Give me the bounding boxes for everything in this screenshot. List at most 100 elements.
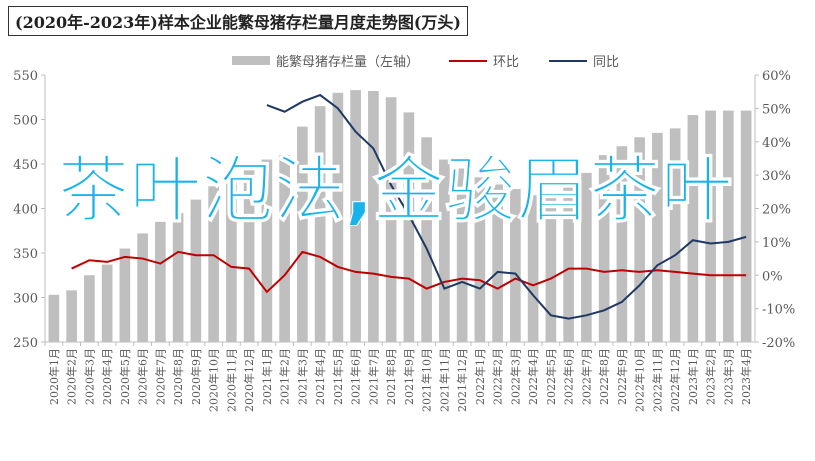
y2-tick-label: -10% bbox=[762, 303, 795, 318]
x-tick-label: 2023年3月 bbox=[721, 348, 735, 405]
y-tick-label: 400 bbox=[13, 203, 38, 218]
y-tick-label: 550 bbox=[13, 69, 38, 84]
bar bbox=[652, 132, 663, 342]
x-tick-label: 2022年9月 bbox=[615, 348, 629, 405]
bar bbox=[368, 91, 379, 343]
bar bbox=[208, 186, 219, 342]
bar bbox=[581, 172, 592, 342]
y-tick-label: 350 bbox=[13, 247, 38, 262]
y-tick-label: 500 bbox=[13, 114, 38, 129]
x-tick-label: 2022年3月 bbox=[508, 348, 522, 405]
chart-title: (2020年-2023年)样本企业能繁母猪存栏量月度走势图(万头) bbox=[8, 6, 468, 36]
x-tick-label: 2020年2月 bbox=[65, 348, 79, 405]
bar bbox=[439, 159, 450, 342]
x-tick-label: 2021年7月 bbox=[366, 348, 380, 405]
bar bbox=[350, 90, 361, 342]
bar bbox=[226, 177, 237, 342]
bar bbox=[510, 188, 521, 342]
bar bbox=[403, 112, 415, 342]
x-tick-label: 2020年6月 bbox=[136, 348, 150, 405]
bar bbox=[48, 294, 60, 342]
x-tick-label: 2021年2月 bbox=[278, 348, 292, 405]
bar bbox=[155, 221, 166, 342]
x-tick-label: 2021年8月 bbox=[384, 348, 398, 405]
y2-tick-label: 50% bbox=[762, 102, 791, 117]
y2-tick-label: -20% bbox=[762, 336, 795, 351]
y2-tick-label: 40% bbox=[762, 136, 791, 151]
bar bbox=[687, 115, 699, 342]
legend-label: 环比 bbox=[493, 55, 519, 70]
x-tick-label: 2022年11月 bbox=[650, 348, 664, 412]
bar bbox=[669, 128, 681, 342]
bar bbox=[101, 264, 113, 342]
bar bbox=[243, 170, 255, 342]
y2-tick-label: 20% bbox=[762, 203, 791, 218]
bar bbox=[527, 195, 539, 342]
bar bbox=[456, 168, 468, 342]
y2-tick-label: 60% bbox=[762, 69, 791, 84]
x-tick-label: 2021年12月 bbox=[455, 348, 469, 412]
y2-tick-label: 10% bbox=[762, 236, 791, 251]
x-tick-label: 2022年7月 bbox=[579, 348, 593, 405]
bar bbox=[137, 233, 148, 342]
y-tick-label: 250 bbox=[13, 336, 38, 351]
x-tick-label: 2021年1月 bbox=[260, 348, 274, 405]
y2-tick-label: 30% bbox=[762, 169, 791, 184]
x-tick-label: 2021年10月 bbox=[420, 348, 434, 412]
bar bbox=[421, 137, 432, 342]
x-tick-label: 2021年6月 bbox=[349, 348, 363, 405]
line bbox=[266, 93, 747, 320]
bar bbox=[492, 184, 503, 342]
x-tick-label: 2020年1月 bbox=[47, 348, 61, 405]
bar bbox=[190, 199, 202, 342]
bar bbox=[261, 159, 273, 342]
x-tick-label: 2022年10月 bbox=[633, 348, 647, 412]
bar bbox=[545, 192, 557, 342]
x-tick-label: 2022年4月 bbox=[526, 348, 540, 405]
x-tick-label: 2021年4月 bbox=[313, 348, 327, 405]
bar bbox=[385, 97, 397, 342]
bar bbox=[332, 92, 344, 342]
x-tick-label: 2021年9月 bbox=[402, 348, 416, 405]
bar bbox=[279, 155, 290, 342]
bar bbox=[634, 137, 645, 342]
bar bbox=[66, 290, 77, 342]
y-tick-label: 450 bbox=[13, 158, 38, 173]
x-tick-label: 2023年4月 bbox=[739, 348, 753, 405]
bar bbox=[705, 110, 716, 342]
bar bbox=[563, 186, 574, 342]
bar bbox=[172, 212, 184, 342]
bar bbox=[119, 248, 131, 342]
line bbox=[71, 250, 747, 294]
bar bbox=[723, 110, 734, 342]
bar bbox=[616, 146, 628, 342]
x-tick-label: 2021年5月 bbox=[331, 348, 345, 405]
bar bbox=[474, 177, 486, 342]
x-tick-label: 2021年11月 bbox=[437, 348, 451, 412]
x-tick-label: 2022年5月 bbox=[544, 348, 558, 405]
x-tick-label: 2022年2月 bbox=[491, 348, 505, 405]
bar bbox=[740, 110, 752, 342]
overlay-text: 茶叶泡法,金骏眉茶叶 bbox=[57, 148, 733, 233]
x-tick-label: 2020年10月 bbox=[207, 348, 221, 412]
bar bbox=[297, 126, 308, 343]
x-tick-label: 2020年12月 bbox=[242, 348, 256, 412]
bar bbox=[598, 155, 610, 342]
legend-swatch bbox=[232, 56, 270, 65]
x-tick-label: 2020年11月 bbox=[224, 348, 238, 412]
x-tick-label: 2022年6月 bbox=[562, 348, 576, 405]
x-tick-label: 2022年12月 bbox=[668, 348, 682, 412]
x-tick-label: 2022年1月 bbox=[473, 348, 487, 405]
x-tick-label: 2023年1月 bbox=[686, 348, 700, 405]
x-tick-label: 2020年7月 bbox=[153, 348, 167, 405]
x-tick-label: 2020年5月 bbox=[118, 348, 132, 405]
y2-tick-label: 0% bbox=[762, 269, 783, 284]
x-tick-label: 2022年8月 bbox=[597, 348, 611, 405]
bar bbox=[314, 106, 326, 343]
y-tick-label: 300 bbox=[13, 292, 38, 307]
legend-label: 能繁母猪存栏量（左轴） bbox=[276, 54, 419, 70]
bar bbox=[84, 275, 95, 342]
legend-label: 同比 bbox=[593, 55, 619, 70]
